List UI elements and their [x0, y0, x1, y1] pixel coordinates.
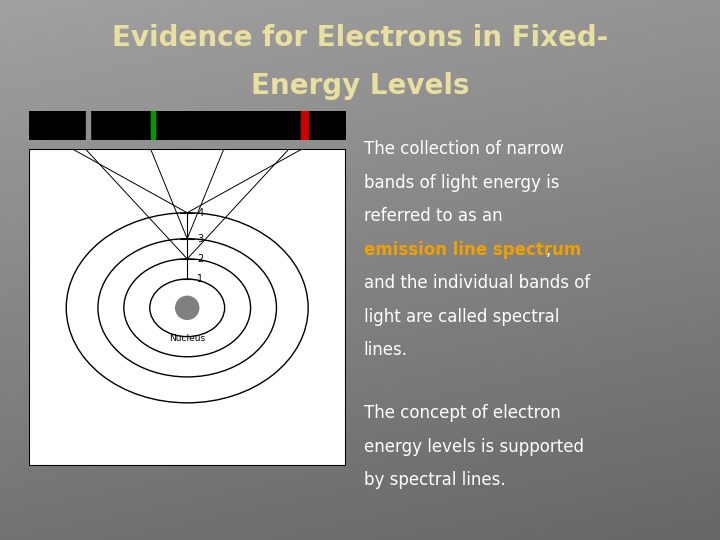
Bar [301, 111, 308, 140]
Text: 4: 4 [197, 208, 204, 218]
Text: Nucleus: Nucleus [169, 334, 205, 343]
Text: light are called spectral: light are called spectral [364, 308, 559, 326]
Text: The collection of narrow: The collection of narrow [364, 140, 564, 158]
Text: emission line spectrum: emission line spectrum [364, 241, 581, 259]
Text: 1: 1 [197, 274, 204, 284]
Text: Energy Levels: Energy Levels [251, 72, 469, 100]
Text: 3: 3 [197, 234, 204, 244]
Text: bands of light energy is: bands of light energy is [364, 174, 559, 192]
Text: The concept of electron: The concept of electron [364, 404, 560, 422]
Text: ,: , [546, 241, 551, 259]
Text: lines.: lines. [364, 341, 408, 359]
Text: referred to as an: referred to as an [364, 207, 503, 225]
Circle shape [176, 296, 199, 319]
Text: and the individual bands of: and the individual bands of [364, 274, 590, 292]
Text: energy levels is supported: energy levels is supported [364, 438, 584, 456]
Text: 2: 2 [197, 254, 204, 264]
Bar [150, 111, 155, 140]
Bar [86, 111, 89, 140]
Text: Evidence for Electrons in Fixed-: Evidence for Electrons in Fixed- [112, 24, 608, 52]
Text: by spectral lines.: by spectral lines. [364, 471, 505, 489]
